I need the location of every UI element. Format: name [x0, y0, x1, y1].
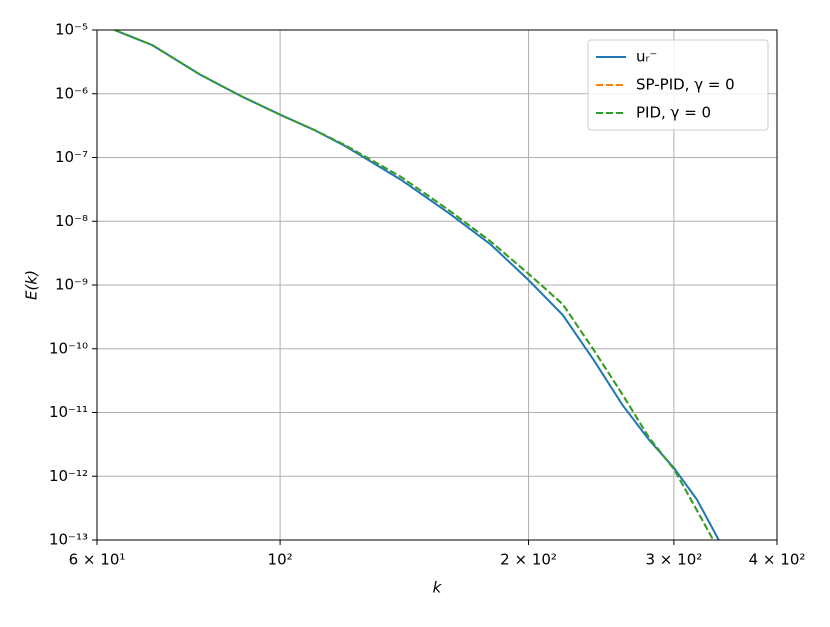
legend-label: uᵣ⁻ [636, 48, 657, 66]
y-tick-label: 10⁻¹² [49, 467, 88, 485]
x-tick-label: 10² [268, 551, 293, 569]
y-tick-label: 10⁻⁷ [55, 148, 88, 166]
x-tick-label: 6 × 10¹ [69, 551, 126, 569]
plot-lines [114, 30, 720, 540]
x-axis-label: k [433, 579, 443, 597]
y-tick-label: 10⁻¹⁰ [49, 339, 88, 357]
x-tick-label: 2 × 10² [500, 551, 557, 569]
y-tick-label: 10⁻⁵ [55, 21, 88, 39]
series-line [114, 30, 715, 540]
y-tick-label: 10⁻¹¹ [49, 403, 88, 421]
legend-box [587, 39, 769, 131]
legend-label: PID, γ = 0 [636, 104, 711, 122]
y-tick-label: 10⁻⁹ [55, 276, 88, 294]
x-tick-label: 4 × 10² [749, 551, 806, 569]
x-tick-label: 3 × 10² [646, 551, 703, 569]
y-axis-label: E(k) [23, 270, 41, 300]
y-tick-label: 10⁻¹³ [49, 531, 88, 549]
legend-label: SP-PID, γ = 0 [636, 76, 735, 94]
y-tick-label: 10⁻⁸ [55, 212, 88, 230]
plot-frame [96, 29, 778, 541]
y-tick-label: 10⁻⁶ [55, 84, 88, 102]
